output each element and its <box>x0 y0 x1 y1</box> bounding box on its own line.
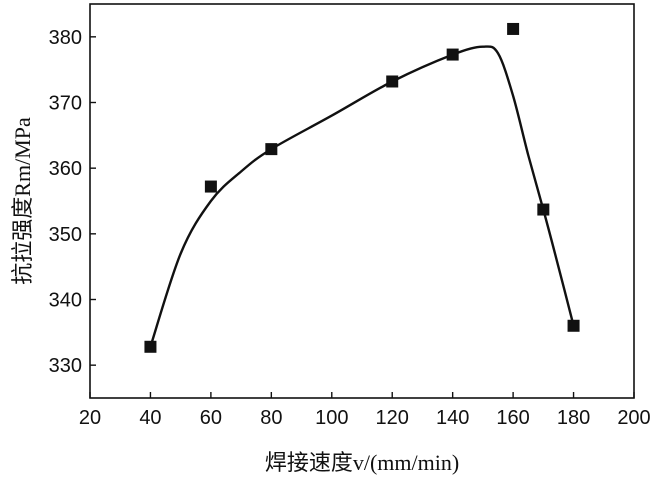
x-tick-label-200: 200 <box>617 407 650 429</box>
y-tick-label-360: 360 <box>49 158 82 180</box>
data-point-60 <box>204 180 217 193</box>
x-axis-title: 焊接速度v/(mm/min) <box>265 450 459 475</box>
x-tick-label-40: 40 <box>139 407 161 429</box>
plot-frame <box>89 3 635 399</box>
x-tick-label-160: 160 <box>496 407 529 429</box>
y-tick-label-340: 340 <box>49 290 82 312</box>
data-point-180 <box>567 319 580 332</box>
y-axis-title: 抗拉强度Rm/MPa <box>10 117 35 285</box>
x-tick-label-180: 180 <box>557 407 590 429</box>
y-tick-label-370: 370 <box>49 93 82 115</box>
x-tick-label-140: 140 <box>436 407 469 429</box>
x-tick-label-100: 100 <box>315 407 348 429</box>
x-tick-label-60: 60 <box>200 407 222 429</box>
data-point-140 <box>446 48 459 61</box>
data-point-160 <box>507 22 520 35</box>
data-point-170 <box>537 203 550 216</box>
x-tick-label-80: 80 <box>260 407 282 429</box>
data-point-120 <box>386 75 399 88</box>
fit-curve <box>149 45 575 348</box>
y-tick-label-330: 330 <box>49 355 82 377</box>
data-point-80 <box>265 143 278 156</box>
x-tick-label-120: 120 <box>376 407 409 429</box>
x-tick-label-20: 20 <box>79 407 101 429</box>
y-tick-label-380: 380 <box>49 27 82 49</box>
y-axis-title-group: 抗拉强度Rm/MPa <box>10 117 35 285</box>
y-tick-label-350: 350 <box>49 224 82 246</box>
plot-area: 20 40 60 80 100 120 140 160 180 200 330 340 350 360 37… <box>49 3 651 429</box>
data-point-40 <box>144 340 157 353</box>
